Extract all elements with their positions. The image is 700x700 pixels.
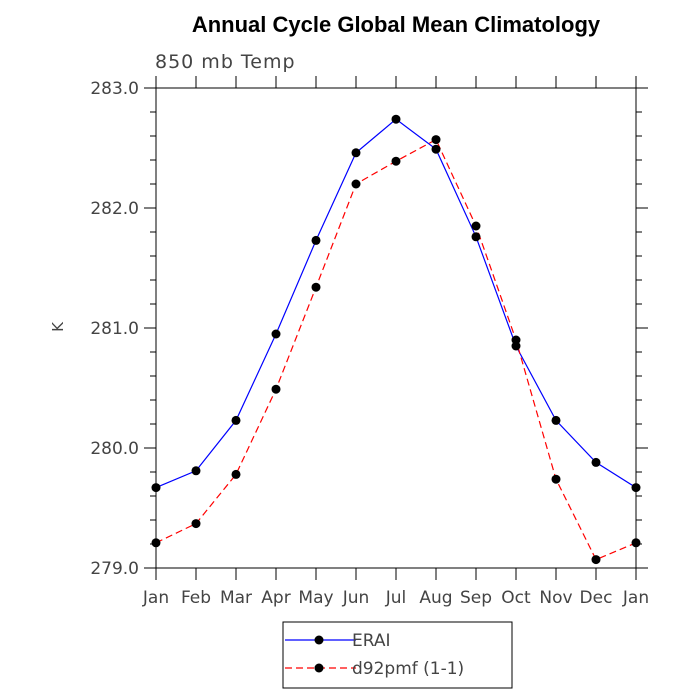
series-0-point xyxy=(191,466,201,476)
legend-label-0: ERAI xyxy=(352,631,391,651)
chart-title: Annual Cycle Global Mean Climatology xyxy=(192,12,601,37)
series-1-point xyxy=(471,221,481,231)
series-1-point xyxy=(191,519,201,529)
series-0-point xyxy=(231,415,241,425)
series-1-point xyxy=(591,555,601,565)
x-tick-label: Mar xyxy=(220,588,252,608)
y-tick-label: 281.0 xyxy=(90,319,139,339)
y-tick-label: 282.0 xyxy=(90,199,139,219)
series-0-point xyxy=(631,483,641,493)
axis-ticks xyxy=(144,76,648,580)
x-tick-labels: Jan Feb Mar Apr May Jun Jul Aug Sep Oct Nov Dec Jan xyxy=(142,588,649,608)
legend: ERAI d92pmf (1-1) xyxy=(282,621,513,689)
series-1-point xyxy=(551,474,561,484)
legend-box xyxy=(282,621,513,689)
series-1-point xyxy=(271,384,281,394)
series-0-point xyxy=(151,483,161,493)
y-tick-label: 283.0 xyxy=(90,79,139,99)
series-line-1 xyxy=(155,138,637,561)
series-1-point xyxy=(351,179,361,189)
x-tick-label: Jul xyxy=(385,588,407,608)
series-1-point xyxy=(391,156,401,166)
series-0-point xyxy=(351,148,361,158)
series-1-point xyxy=(311,282,321,292)
series-line-0 xyxy=(155,118,637,489)
y-tick-labels: 279.0 280.0 281.0 282.0 283.0 xyxy=(90,79,139,579)
x-tick-label: Aug xyxy=(419,588,452,608)
x-tick-label: Oct xyxy=(501,588,531,608)
x-tick-label: Sep xyxy=(460,588,492,608)
series-1-point xyxy=(631,538,641,548)
y-tick-label: 279.0 xyxy=(90,559,139,579)
legend-label-1: d92pmf (1-1) xyxy=(352,659,464,679)
series-0-point xyxy=(471,232,481,242)
series-0-point xyxy=(391,114,401,124)
series-1-point xyxy=(231,469,241,479)
x-tick-label: May xyxy=(298,588,333,608)
y-tick-label: 280.0 xyxy=(90,439,139,459)
series-1-point xyxy=(431,135,441,145)
series-0-point xyxy=(591,457,601,467)
series-1-point xyxy=(511,335,521,345)
series-1-point xyxy=(151,538,161,548)
legend-marker-1 xyxy=(314,663,324,673)
x-tick-label: Jan xyxy=(622,588,649,608)
chart-subtitle: 850 mb Temp xyxy=(155,51,296,73)
series-layer xyxy=(151,114,641,565)
series-0-point xyxy=(551,415,561,425)
series-0-point xyxy=(431,144,441,154)
y-axis-label: K xyxy=(49,321,67,332)
legend-marker-0 xyxy=(314,635,324,645)
x-tick-label: Feb xyxy=(181,588,211,608)
series-0-point xyxy=(271,329,281,339)
x-tick-label: Nov xyxy=(539,588,572,608)
x-tick-label: Apr xyxy=(261,588,290,608)
x-tick-label: Dec xyxy=(580,588,613,608)
x-tick-label: Jan xyxy=(142,588,169,608)
series-0-point xyxy=(311,235,321,245)
x-tick-label: Jun xyxy=(342,588,370,608)
